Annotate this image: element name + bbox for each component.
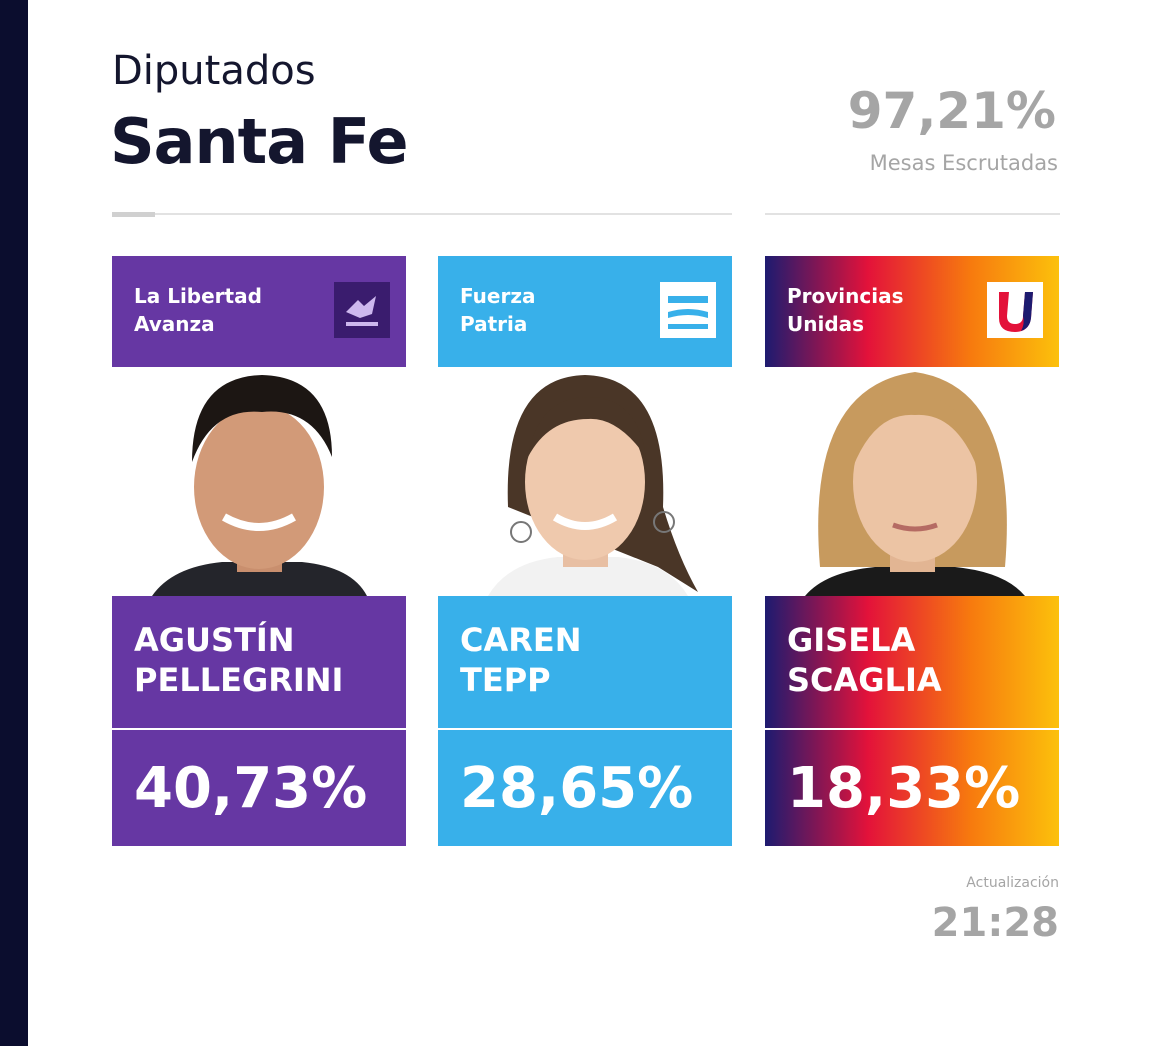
scrutiny-label: Mesas Escrutadas bbox=[869, 151, 1058, 175]
divider bbox=[765, 213, 1060, 215]
divider bbox=[112, 213, 732, 215]
name-block: CAREN TEPP bbox=[438, 596, 732, 728]
result-block: 28,65% bbox=[438, 730, 732, 846]
candidate-name: CAREN TEPP bbox=[460, 621, 582, 699]
party-header: La Libertad Avanza bbox=[112, 256, 406, 367]
name-block: AGUSTÍN PELLEGRINI bbox=[112, 596, 406, 728]
result: 40,73% bbox=[134, 756, 368, 821]
name-block: GISELA SCAGLIA bbox=[765, 596, 1059, 728]
candidate-card: Fuerza Patria CAREN TEPP 28,65% bbox=[438, 256, 732, 846]
candidate-name: AGUSTÍN PELLEGRINI bbox=[134, 621, 344, 699]
result: 18,33% bbox=[787, 756, 1021, 821]
candidate-photo bbox=[765, 367, 1059, 596]
sidebar bbox=[0, 0, 28, 1046]
party-logo bbox=[660, 282, 716, 338]
update-time: 21:28 bbox=[931, 900, 1059, 946]
divider-accent bbox=[112, 212, 155, 217]
subtitle: Santa Fe bbox=[110, 105, 409, 178]
party-name: La Libertad Avanza bbox=[134, 284, 262, 336]
party-logo bbox=[334, 282, 390, 338]
candidate-name: GISELA SCAGLIA bbox=[787, 621, 942, 699]
result-block: 40,73% bbox=[112, 730, 406, 846]
result-block: 18,33% bbox=[765, 730, 1059, 846]
update-label: Actualización bbox=[966, 875, 1059, 891]
title: Diputados bbox=[112, 48, 316, 94]
party-logo bbox=[987, 282, 1043, 338]
scrutiny-value: 97,21% bbox=[847, 82, 1056, 140]
candidate-card: La Libertad Avanza AGUSTÍN PELLEGRINI 40… bbox=[112, 256, 406, 846]
candidate-card: Provincias Unidas GISELA SCAGLIA 18,33% bbox=[765, 256, 1059, 846]
result: 28,65% bbox=[460, 756, 694, 821]
candidate-photo bbox=[112, 367, 406, 596]
candidate-photo bbox=[438, 367, 732, 596]
party-name: Provincias Unidas bbox=[787, 284, 904, 336]
party-header: Fuerza Patria bbox=[438, 256, 732, 367]
party-header: Provincias Unidas bbox=[765, 256, 1059, 367]
party-name: Fuerza Patria bbox=[460, 284, 536, 336]
